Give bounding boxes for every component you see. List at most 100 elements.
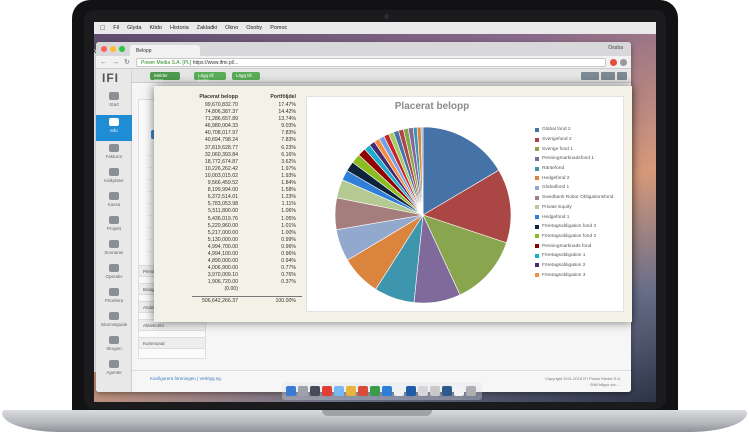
legend-item[interactable]: Företagsobligation fond 2 [535,232,623,242]
forward-arrow-icon[interactable]: → [112,58,119,66]
sidebar-item-prioritera[interactable]: Prioritera [96,285,132,311]
pie-slice[interactable] [422,169,512,244]
app-icon[interactable] [394,386,404,396]
copyright-line: Ställ frågor via: ... [589,382,621,387]
portfolio-table: Placerat belopp Portföljdel 99,670,832.7… [192,94,302,304]
legend-label: Sverigefond 2 [542,137,572,143]
mission-control-icon[interactable] [310,386,320,396]
sidebar-item-info[interactable]: Info [96,115,132,141]
amount-cell: 5,783,053.98 [207,201,238,208]
table-row: 74,806,387.37 14.42% [192,109,302,116]
calendar-icon[interactable] [322,386,332,396]
app-icon[interactable] [418,386,428,396]
legend-item[interactable]: Penningmarknadsfond 1 [535,154,623,164]
accordion-kommunal[interactable]: Kommunal [138,337,206,349]
laptop-notch [322,410,432,416]
legend-item[interactable]: Hedgefond 1 [535,212,623,222]
tool-button[interactable] [581,72,599,80]
app-icon[interactable] [370,386,380,396]
url-input[interactable]: Power Media S.A. [PL] https://www.ifmi.p… [136,57,606,67]
legend-item[interactable]: Globalfond 1 [535,183,623,193]
chrome-icon[interactable] [346,386,356,396]
sidebar-item-start[interactable]: Start [96,89,132,115]
legend-item[interactable]: Företagsobligation 3 [535,270,623,280]
sidebar-item-scenarier[interactable]: Scenarier [96,237,132,263]
sidebar-item-kassa[interactable]: Kassa [96,189,132,215]
legend-swatch [535,273,539,278]
legend-swatch [535,224,539,229]
pie-slice[interactable] [422,126,500,216]
app-icon[interactable] [358,386,368,396]
photoshop-icon[interactable] [442,386,452,396]
browser-tab[interactable]: Belopp [130,45,200,56]
sidebar-item-inkomstguide[interactable]: Inkomstguide [96,309,132,335]
launchpad-icon[interactable] [298,386,308,396]
menu-item[interactable]: Okno [219,25,238,31]
legend-item[interactable]: Penningmarknads fond [535,241,623,251]
total-share: 100.00% [275,297,296,304]
sidebar-item-kalkylator[interactable]: Kalkylator [96,165,132,191]
trash-icon[interactable] [466,386,476,396]
sidebar-item-fakturor[interactable]: Fakturor [96,141,132,167]
share-cell: 6.16% [281,151,296,158]
menu-item[interactable]: Osoby [241,25,262,31]
amount-cell: 18,772,674.87 [204,158,238,165]
app-icon[interactable] [430,386,440,396]
tool-button[interactable] [617,72,627,80]
pie-slice[interactable] [422,214,507,296]
legend-item[interactable]: Hedgefond 2 [535,173,623,183]
sidebar-item-projekt[interactable]: Projekt [96,213,132,239]
legend-item[interactable]: Räntefond [535,164,623,174]
amount-cell: 37,819,628.77 [204,144,238,151]
amount-cell: 10,226,262.42 [204,165,238,172]
tool-button[interactable] [601,72,615,80]
extension-icon[interactable] [610,58,617,66]
legend-item[interactable]: Företagsobligation 2 [535,261,623,271]
minimize-icon[interactable] [110,46,116,52]
add-button[interactable]: Lägg till [232,72,260,80]
year-button[interactable]: Melder 2011 [150,72,180,83]
share-cell: 1.58% [281,187,296,194]
menu-item[interactable]: Zakladki [191,25,217,31]
legend-item[interactable]: Sverige fond 1 [535,144,623,154]
profile-label[interactable]: Osoba [608,45,623,51]
menu-item[interactable]: Fil [108,25,119,31]
close-icon[interactable] [101,46,107,52]
legend-item[interactable]: Global fond 2 [535,125,623,135]
menu-item[interactable]: Kitdo [144,25,162,31]
pie-slice[interactable] [420,126,424,216]
table-row: 18,772,674.87 3.62% [192,159,302,166]
total-amount: 506,642,266.37 [201,297,238,304]
legend-item[interactable]: Swedbank Robur Obligationsfond [535,193,623,203]
amount-cell: 9,566,459.52 [207,180,238,187]
footer-links[interactable]: Konfigurera föreningen | Verktyg.ng [150,376,221,381]
legend-item[interactable]: Företagsobligation 1 [535,251,623,261]
menu-item[interactable]: Pomoc [264,25,287,31]
app-icon[interactable] [382,386,392,396]
maximize-icon[interactable] [119,46,125,52]
menu-item[interactable]: Glyda [121,25,141,31]
menu-icon[interactable] [620,58,627,66]
finder-icon[interactable] [286,386,296,396]
safari-icon[interactable] [334,386,344,396]
app-icon[interactable] [454,386,464,396]
table-row: 99,670,832.70 17.47% [192,102,302,109]
window-controls [101,46,125,52]
reload-icon[interactable]: ↻ [124,59,130,66]
app-icon[interactable] [406,386,416,396]
folder-icon [109,216,119,224]
sidebar-item-label: Start [109,102,119,107]
back-arrow-icon[interactable]: ← [100,58,107,66]
amount-cell: 5,217,000.00 [207,229,238,236]
sidebar-item-operativ[interactable]: Operativ [96,261,132,287]
legend-item[interactable]: Företagsobligation fond 3 [535,222,623,232]
legend-item[interactable]: Sverigefond 2 [535,135,623,145]
sidebar-item-agenter[interactable]: Agenter [96,357,132,383]
apple-icon[interactable]:  [100,25,105,32]
sidebar-item-label: Kalkylator [104,178,124,183]
legend-item[interactable]: Private Equity [535,203,623,213]
sidebar-item-skogen[interactable]: Skogen [96,333,132,359]
menu-item[interactable]: Historia [164,25,189,31]
add-account-button[interactable]: Lägg till konto [194,72,226,83]
sidebar-item-label: Inkomstguide [100,322,128,327]
